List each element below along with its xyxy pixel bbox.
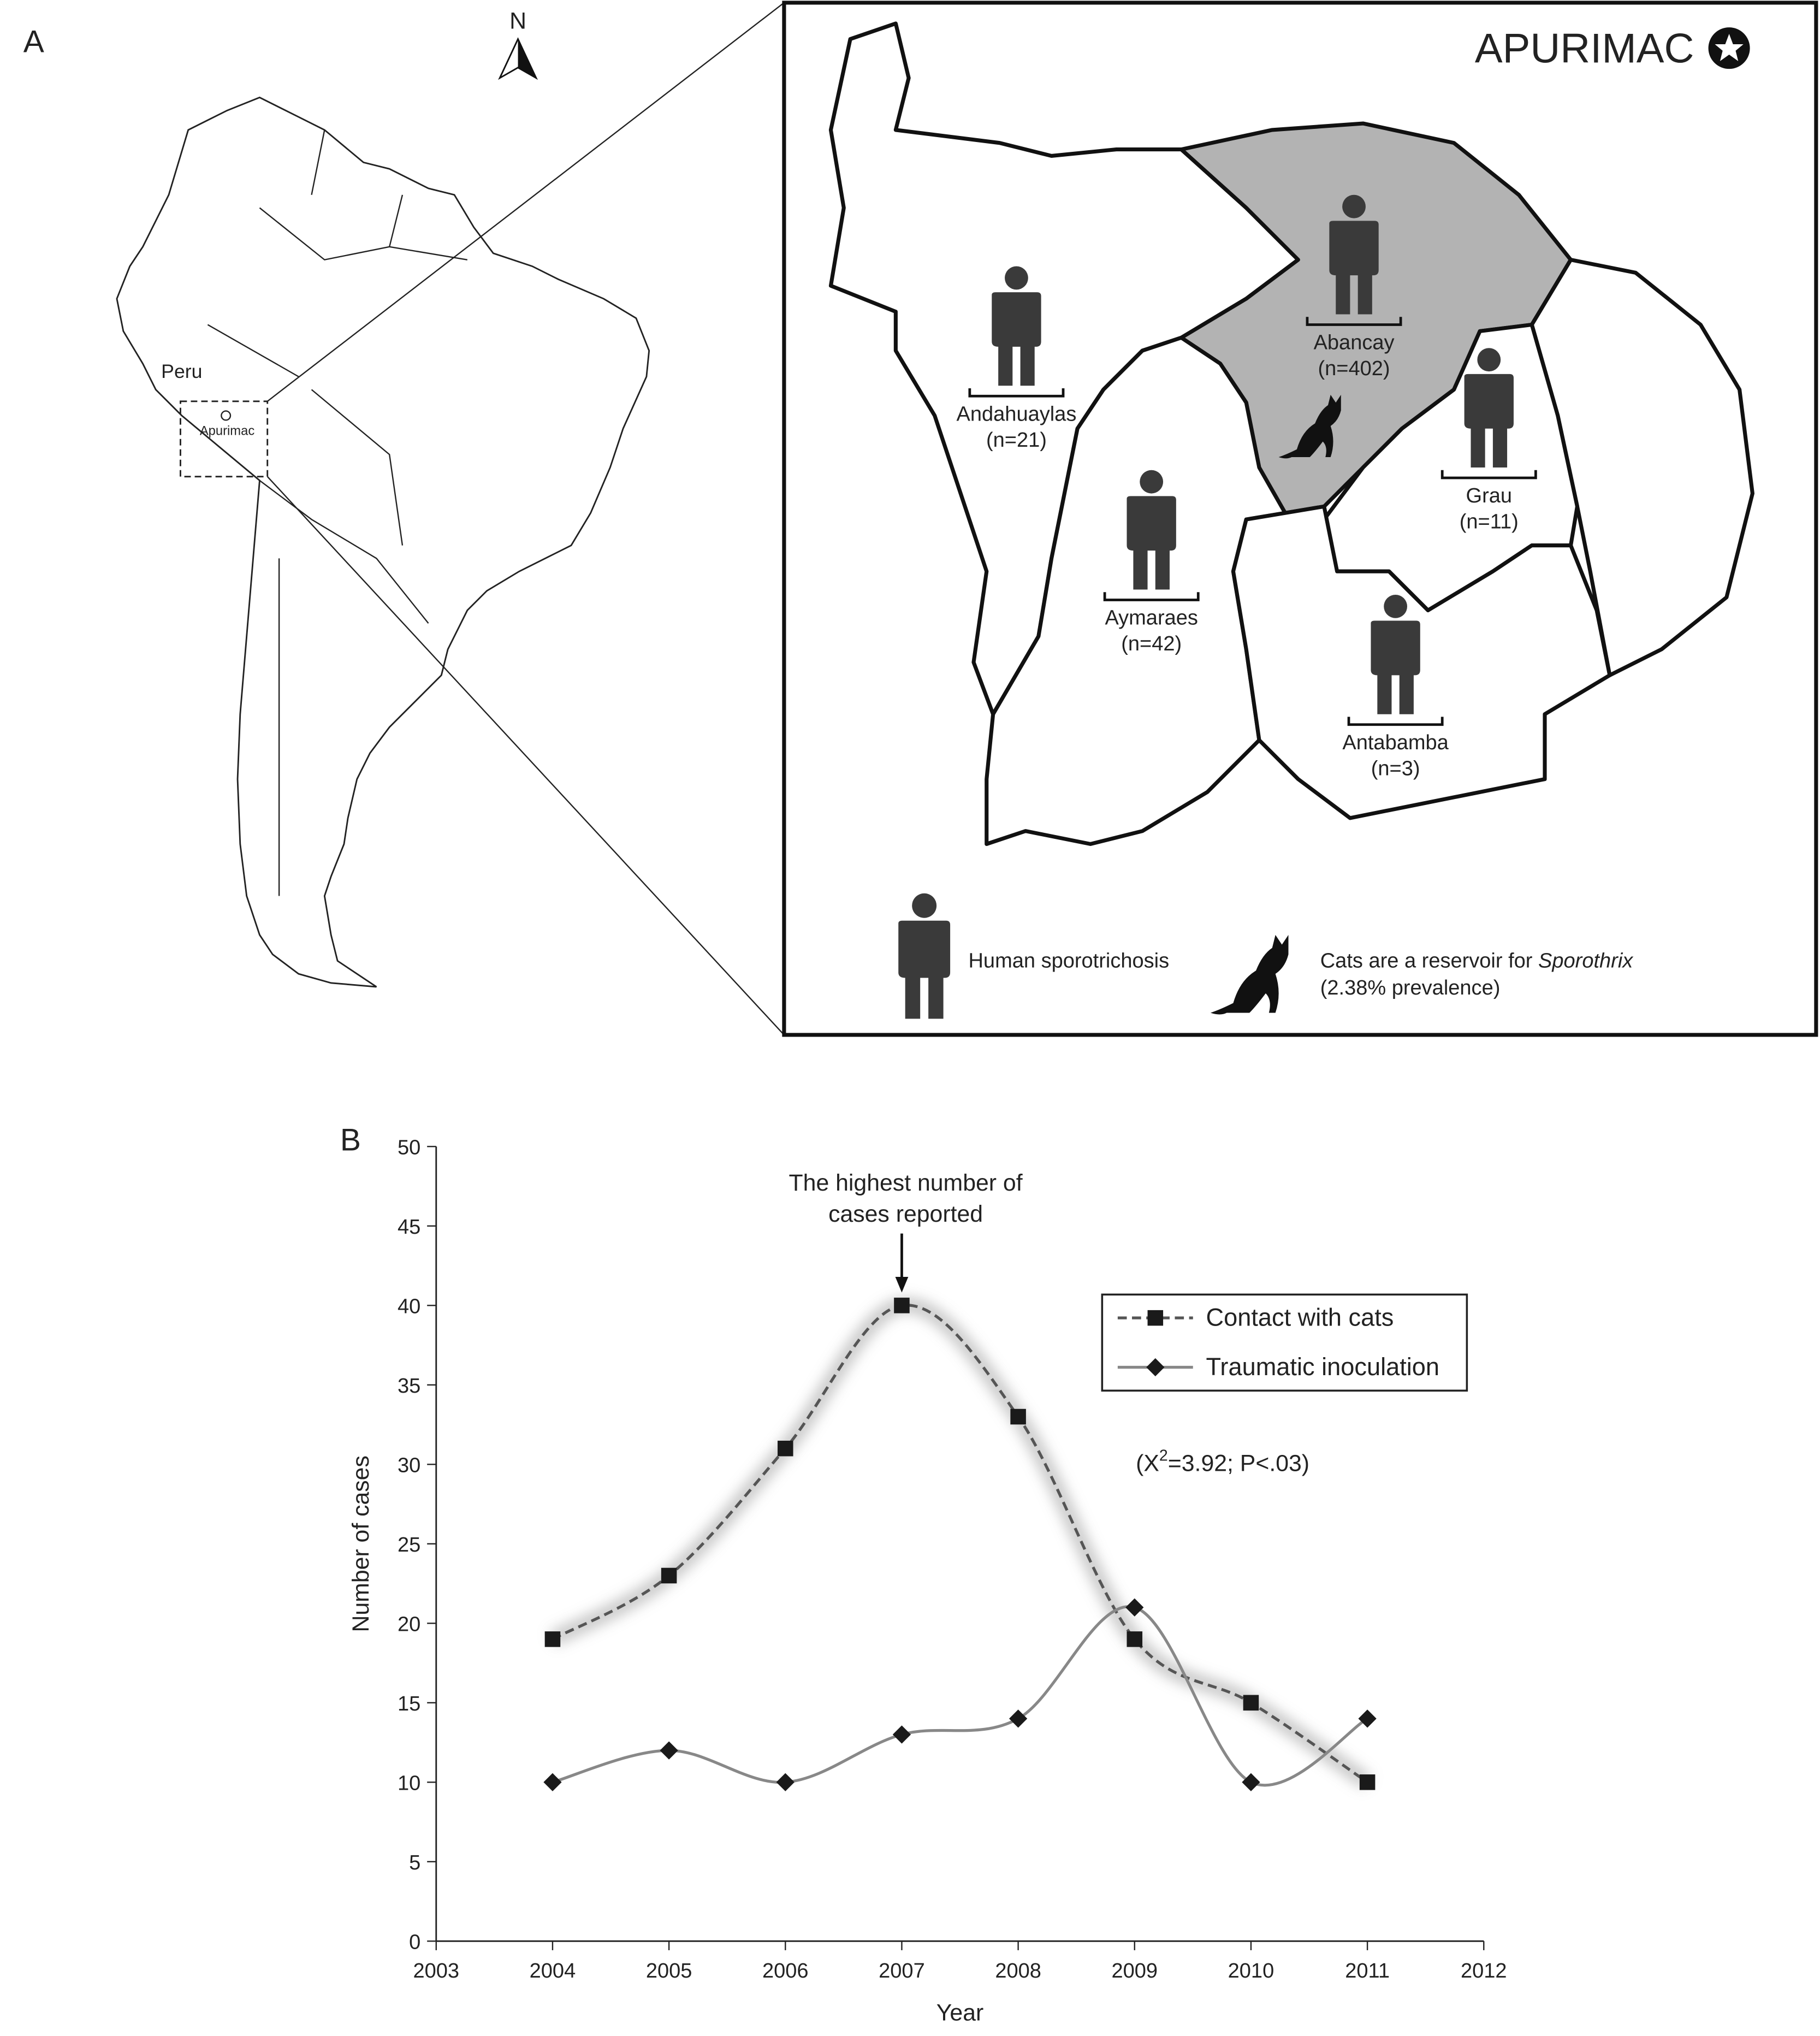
legend-human: Human sporotrichosis: [968, 949, 1169, 972]
legend-cat-genus: Sporothrix: [1538, 949, 1634, 972]
province-count: (n=3): [1371, 757, 1420, 780]
y-tick-label: 35: [398, 1375, 420, 1398]
south-america: [116, 96, 650, 988]
region-label: Apurimac: [200, 424, 254, 439]
zoom-line: [267, 2, 785, 402]
x-tick-label: 2007: [879, 1960, 925, 1982]
legend-cat-text: Cats are a reservoir for: [1320, 949, 1533, 972]
bracket: [1440, 470, 1537, 480]
bracket: [968, 388, 1065, 398]
marker-diamond: [892, 1725, 911, 1744]
y-axis-title: Number of cases: [348, 1455, 374, 1632]
y-tick-label: 5: [409, 1851, 420, 1874]
marker-diamond: [776, 1773, 795, 1791]
x-tick-label: 2011: [1345, 1960, 1390, 1982]
y-tick-label: 10: [398, 1772, 420, 1795]
annotation: cases reported: [828, 1201, 983, 1227]
marker-square: [1127, 1631, 1143, 1647]
province-name: Grau: [1466, 484, 1513, 507]
province-count: (n=11): [1460, 511, 1519, 534]
province-name: Antabamba: [1342, 731, 1449, 754]
panel-b: 0 5 10 15 20 25 30 35 40 45 50 2003 2004 2005 2006 2007…: [340, 1122, 1507, 2026]
marker-diamond: [1242, 1773, 1260, 1791]
bracket: [1347, 717, 1444, 726]
series-line: [552, 1605, 1368, 1787]
x-tick-label: 2004: [530, 1960, 576, 1982]
marker-square: [1147, 1310, 1164, 1326]
province-aymaraes: [985, 335, 1288, 847]
province-name: Abancay: [1314, 332, 1395, 354]
marker-diamond: [1125, 1598, 1144, 1617]
legend-label: Traumatic inoculation: [1206, 1353, 1440, 1381]
legend-label: Contact with cats: [1206, 1303, 1394, 1331]
marker-diamond: [660, 1741, 678, 1760]
legend-cat-prevalence: (2.38% prevalence): [1320, 976, 1501, 999]
y-tick-label: 40: [398, 1295, 420, 1318]
y-tick-label: 25: [398, 1534, 420, 1556]
annotation-arrowhead: [895, 1277, 909, 1293]
marker-diamond: [543, 1773, 562, 1791]
series-line: [552, 1304, 1368, 1784]
marker-square: [661, 1567, 677, 1584]
marker-square: [1243, 1695, 1259, 1711]
province-name: Aymaraes: [1105, 607, 1197, 630]
panel-label: B: [340, 1122, 361, 1157]
statistic: (X2=3.92; P<.03): [1136, 1447, 1309, 1477]
marker-square: [1010, 1408, 1026, 1425]
panel-a: A N Peru Apurimac APURIMAC Andahuaylas (n…: [23, 1, 1818, 1037]
x-tick-label: 2006: [762, 1960, 809, 1982]
marker-square: [778, 1440, 793, 1457]
inset-title: APURIMAC: [1475, 25, 1694, 72]
x-tick-label: 2008: [995, 1960, 1041, 1982]
capital-star: [1715, 33, 1744, 61]
x-tick-label: 2003: [413, 1960, 459, 1982]
marker-square: [1359, 1774, 1376, 1790]
y-tick-label: 50: [398, 1137, 420, 1159]
region-box: [180, 400, 269, 478]
y-tick-label: 15: [398, 1692, 420, 1715]
y-tick-label: 0: [409, 1931, 420, 1954]
annotation: The highest number of: [789, 1170, 1023, 1196]
x-tick-label: 2009: [1111, 1960, 1158, 1982]
bracket: [1103, 592, 1200, 601]
y-tick-label: 30: [398, 1454, 420, 1477]
north-arrow-half: [518, 39, 536, 78]
stat-after: =3.92; P<.03): [1168, 1451, 1309, 1477]
province-count: (n=21): [986, 429, 1047, 452]
stat-sup: 2: [1159, 1447, 1168, 1465]
north-label: N: [509, 8, 526, 34]
country-borders: [207, 129, 468, 896]
x-tick-label: 2005: [646, 1960, 692, 1982]
x-tick-label: 2012: [1461, 1960, 1507, 1982]
marker-square: [894, 1298, 910, 1313]
y-tick-label: 20: [398, 1613, 420, 1636]
province-name: Andahuaylas: [957, 403, 1077, 425]
panel-label: A: [23, 24, 44, 59]
marker-diamond: [1009, 1709, 1028, 1728]
legend-cat: Cats are a reservoir for Sporothrix: [1320, 949, 1634, 972]
x-tick-label: 2010: [1228, 1960, 1274, 1982]
province-antabamba: [1231, 504, 1612, 820]
marker-diamond: [1358, 1709, 1377, 1728]
stat-before: (X: [1136, 1451, 1159, 1477]
bracket: [1306, 317, 1402, 326]
province-count: (n=402): [1318, 357, 1390, 380]
country-label: Peru: [161, 360, 202, 382]
x-axis-title: Year: [936, 1999, 983, 2026]
province-count: (n=42): [1121, 632, 1182, 655]
zoom-line: [266, 476, 785, 1035]
marker-square: [544, 1631, 561, 1647]
y-tick-label: 45: [398, 1216, 420, 1239]
region-star: [221, 410, 232, 421]
